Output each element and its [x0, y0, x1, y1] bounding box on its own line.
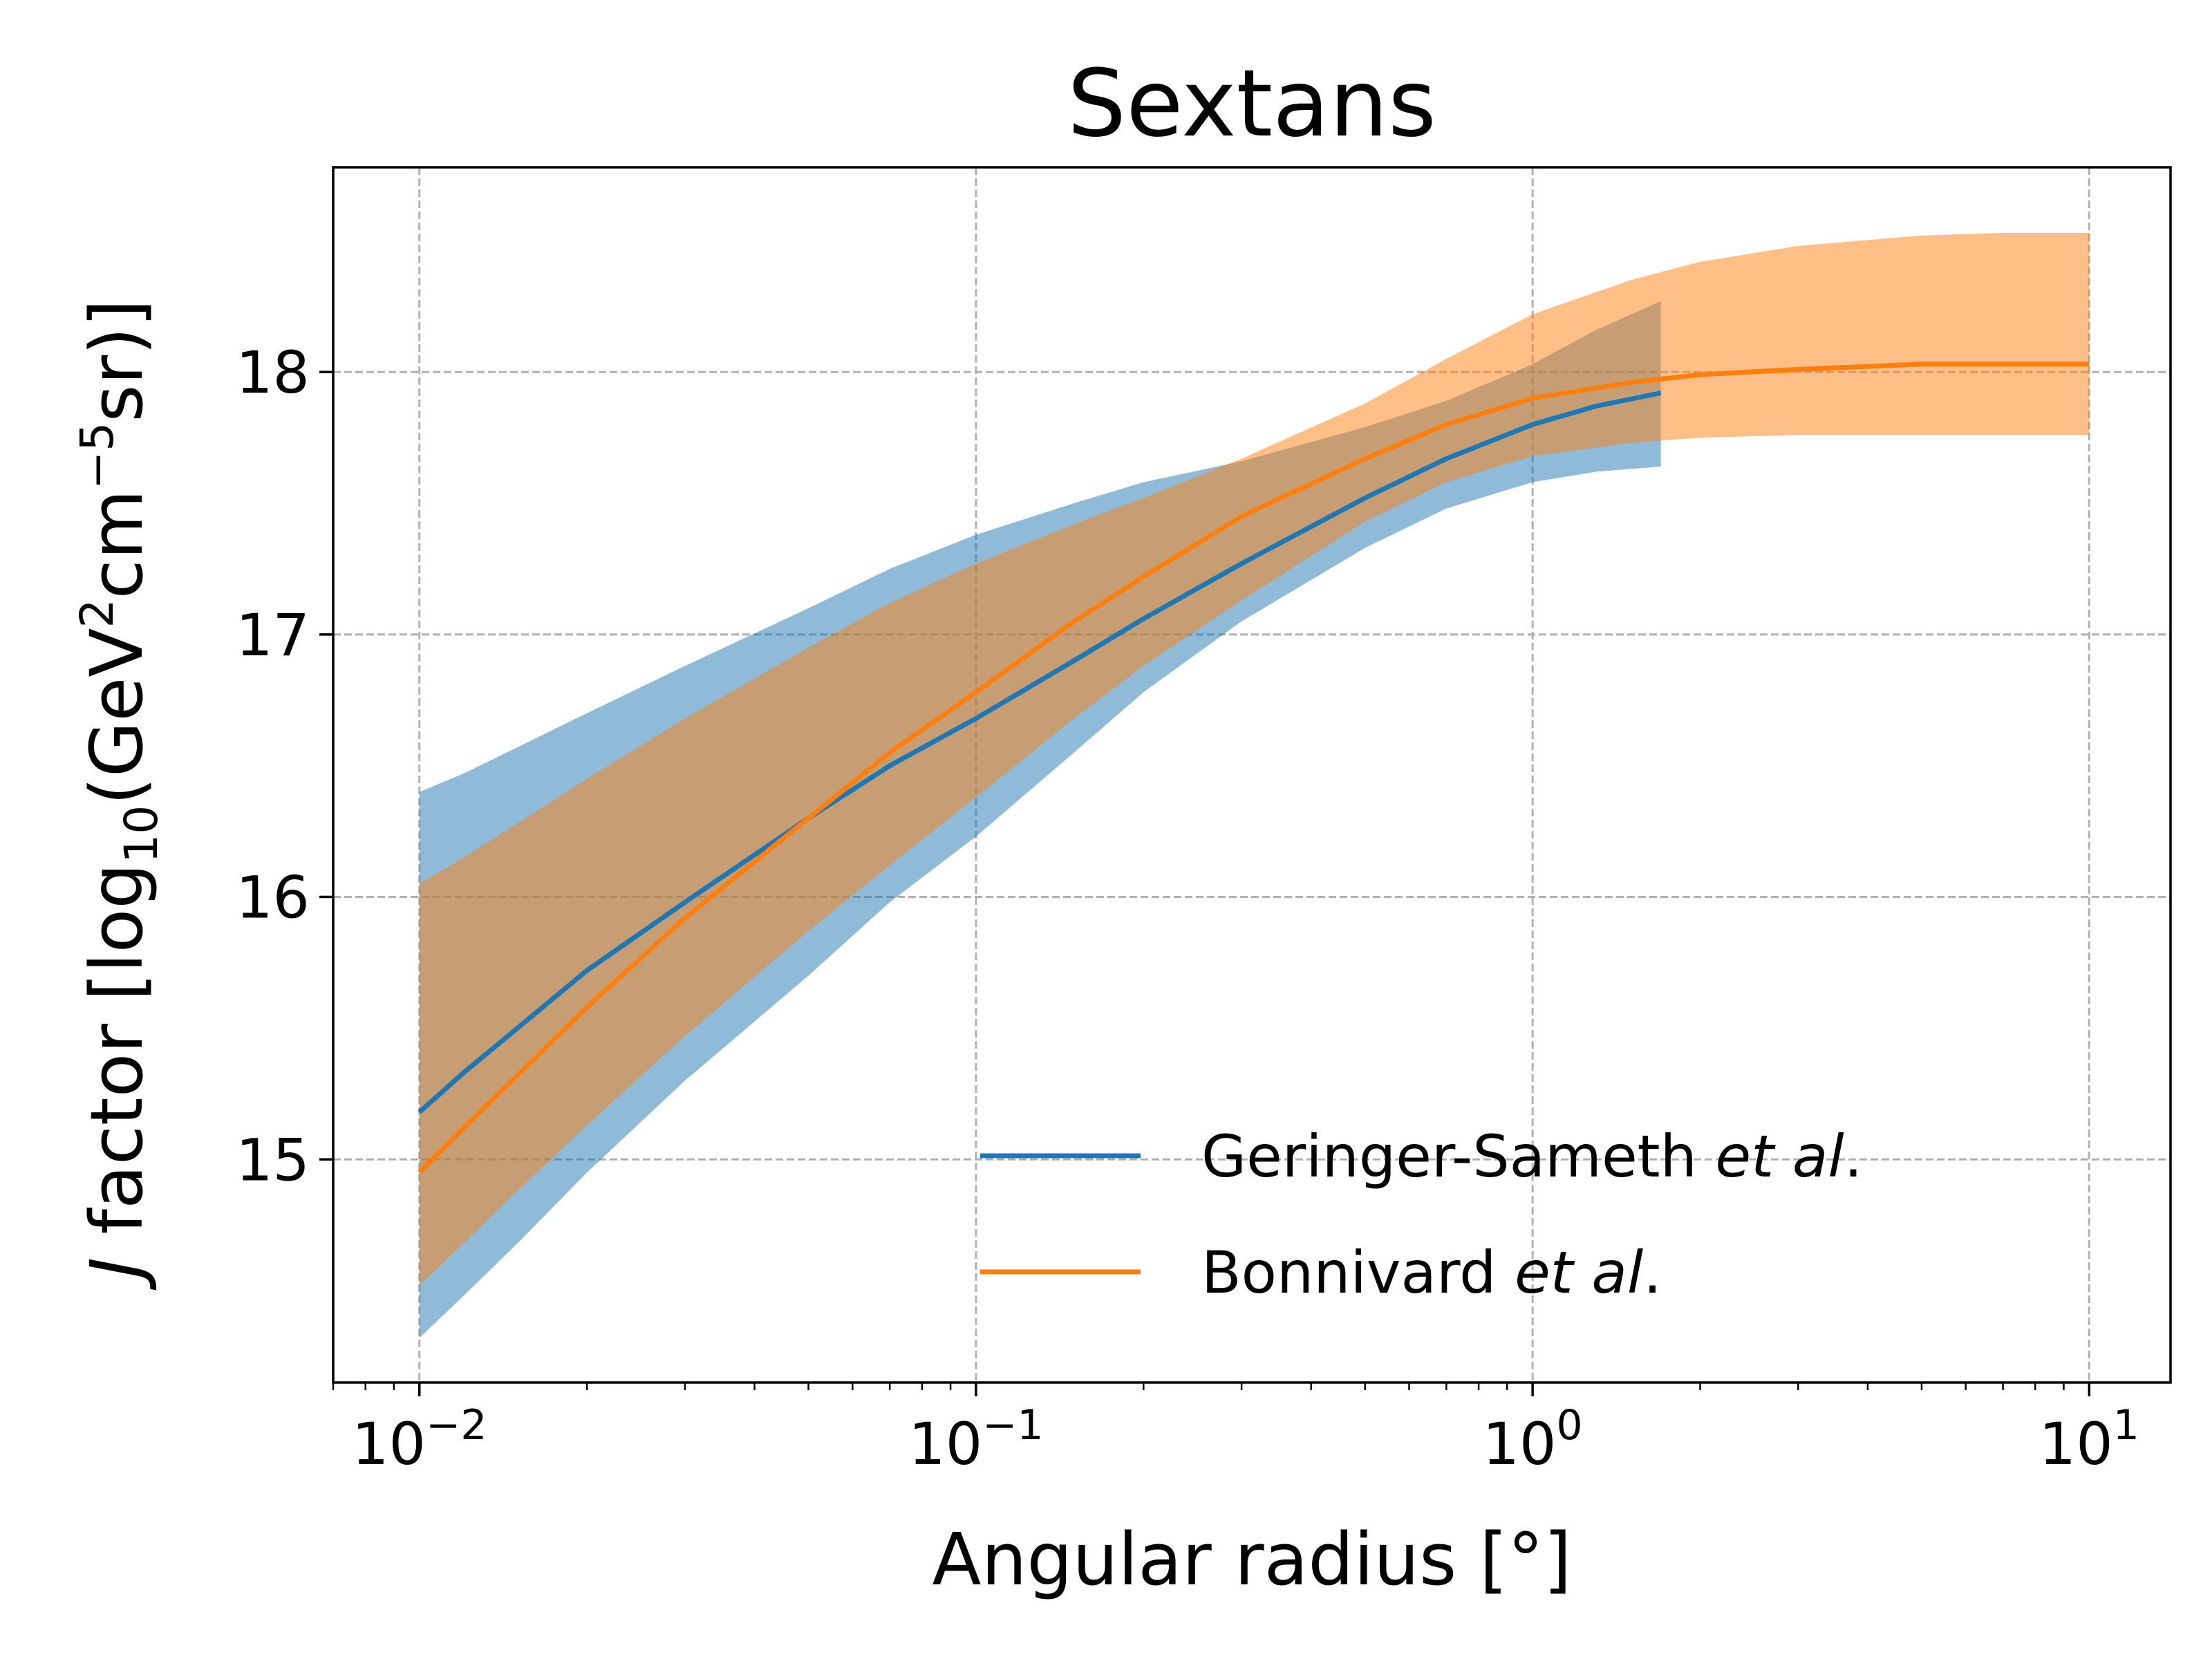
legend-label-geringer-sameth-etal: et al	[1716, 1123, 1844, 1190]
y-axis-label: J factor [log10(GeV2cm−5sr)]	[71, 299, 168, 1291]
chart-title: Sextans	[1067, 50, 1436, 158]
grid-lines	[333, 167, 2171, 1382]
x-axis-label: Angular radius [°]	[932, 1517, 1571, 1602]
y-axis-label-suffix: sr)]	[75, 299, 159, 422]
x-tick-label: 10−2	[352, 1401, 487, 1478]
legend-label-bonnivard-dot: .	[1643, 1239, 1662, 1306]
legend-label-bonnivard-name: Bonnivard	[1201, 1239, 1496, 1306]
legend-label-geringer-sameth-name: Geringer-Sameth	[1201, 1123, 1697, 1190]
y-axis-label-sup2: −5	[71, 422, 124, 489]
y-axis-label-mid1: (GeV	[75, 628, 159, 805]
legend-label-geringer-sameth-dot: .	[1844, 1123, 1863, 1190]
y-tick-label: 18	[236, 339, 310, 406]
x-tick-base: 10	[2039, 1410, 2113, 1478]
legend-label-bonnivard-etal: et al	[1515, 1239, 1643, 1306]
x-tick-base: 10	[352, 1410, 426, 1478]
y-tick-label: 17	[236, 601, 310, 669]
x-tick-exponent: −2	[426, 1401, 487, 1450]
x-tick-label: 10−1	[908, 1401, 1043, 1478]
x-tick-label: 100	[1483, 1401, 1583, 1478]
legend-label-geringer-sameth: Geringer-Sameth et al.	[1201, 1123, 1862, 1190]
confidence-bands	[419, 232, 2090, 1338]
y-axis-label-mid2: cm	[75, 489, 159, 599]
y-axis-label-italic: J	[75, 1257, 159, 1291]
y-tick-label: 15	[236, 1126, 310, 1194]
line-geringer-sameth	[418, 391, 1662, 1114]
y-tick-label: 16	[236, 864, 310, 932]
line-bonnivard	[418, 362, 2090, 1174]
y-axis-label-sub: 10	[115, 805, 168, 863]
x-tick-base: 10	[908, 1410, 982, 1478]
x-tick-label: 101	[2039, 1401, 2139, 1478]
legend: Geringer-Sameth et al. Bonnivard et al.	[980, 1123, 1862, 1306]
x-tick-exponent: 1	[2113, 1401, 2139, 1450]
x-tick-exponent: 0	[1556, 1401, 1582, 1450]
plot-frame	[332, 166, 2172, 1384]
y-axis-label-sup1: 2	[71, 599, 124, 628]
legend-label-bonnivard: Bonnivard et al.	[1201, 1239, 1662, 1306]
series-lines	[418, 362, 2090, 1174]
band-bonnivard	[419, 232, 2090, 1286]
x-tick-exponent: −1	[982, 1401, 1043, 1450]
y-axis-label-prefix: factor [log	[75, 863, 159, 1257]
x-tick-base: 10	[1483, 1410, 1557, 1478]
